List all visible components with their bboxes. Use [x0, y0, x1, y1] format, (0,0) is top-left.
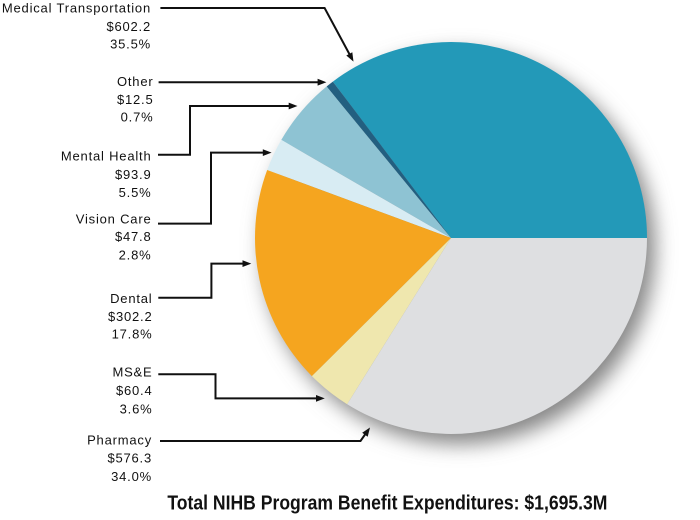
svg-text:Total NIHB Program Benefit Exp: Total NIHB Program Benefit Expenditures:… — [167, 492, 607, 514]
svg-text:$60.4: $60.4 — [116, 383, 153, 398]
svg-text:2.8%: 2.8% — [119, 247, 152, 262]
svg-text:Other: Other — [117, 74, 154, 89]
svg-text:34.0%: 34.0% — [111, 469, 152, 484]
svg-text:17.8%: 17.8% — [112, 327, 153, 342]
svg-text:Vision Care: Vision Care — [76, 211, 152, 226]
svg-text:$576.3: $576.3 — [107, 450, 152, 465]
svg-text:35.5%: 35.5% — [110, 37, 151, 52]
svg-text:$12.5: $12.5 — [117, 92, 154, 107]
svg-text:Dental: Dental — [110, 291, 152, 306]
svg-text:$47.8: $47.8 — [115, 229, 152, 244]
svg-text:0.7%: 0.7% — [121, 110, 154, 125]
svg-text:Pharmacy: Pharmacy — [87, 432, 152, 447]
svg-text:5.5%: 5.5% — [119, 185, 152, 200]
svg-text:Mental Health: Mental Health — [61, 149, 152, 164]
svg-text:$602.2: $602.2 — [106, 19, 151, 34]
svg-text:Medical Transportation: Medical Transportation — [2, 1, 151, 16]
svg-text:MS&E: MS&E — [112, 365, 152, 380]
svg-text:3.6%: 3.6% — [120, 401, 153, 416]
svg-text:$302.2: $302.2 — [108, 309, 153, 324]
svg-text:$93.9: $93.9 — [115, 167, 152, 182]
